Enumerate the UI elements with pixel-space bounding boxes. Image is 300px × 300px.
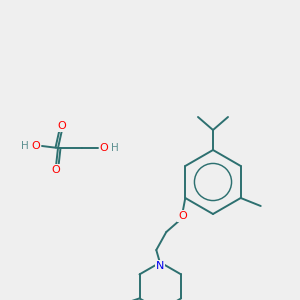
Text: N: N xyxy=(156,261,164,271)
Text: O: O xyxy=(100,143,108,153)
Text: O: O xyxy=(32,141,40,151)
Text: O: O xyxy=(58,121,66,131)
Text: O: O xyxy=(52,165,60,175)
Text: H: H xyxy=(111,143,119,153)
Text: O: O xyxy=(178,211,187,221)
Text: H: H xyxy=(21,141,29,151)
